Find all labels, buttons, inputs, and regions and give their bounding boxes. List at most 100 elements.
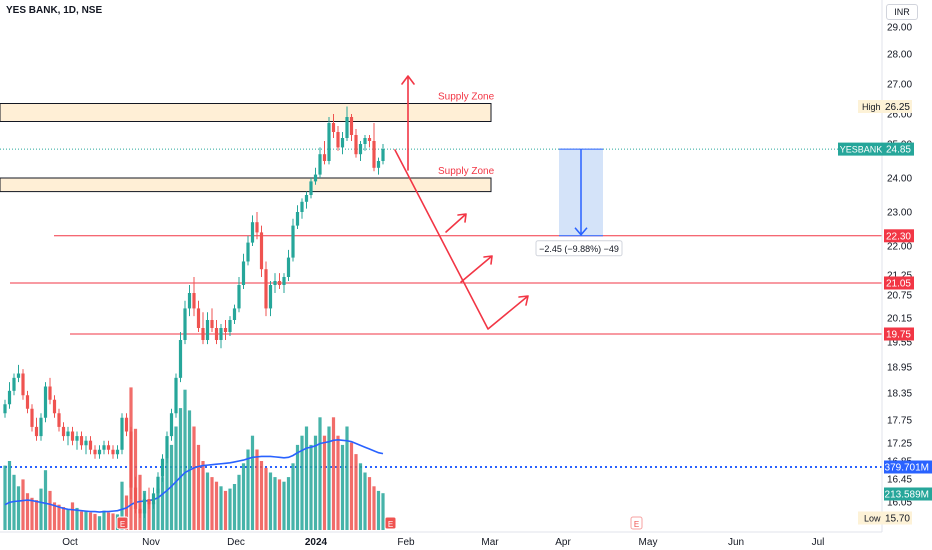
candle-body bbox=[93, 449, 97, 455]
volume-bar bbox=[138, 474, 142, 530]
symbol-tag-bg bbox=[838, 142, 884, 156]
volume-bar bbox=[57, 504, 61, 530]
volume-bar bbox=[70, 502, 75, 530]
candle bbox=[381, 144, 385, 165]
volume-bar bbox=[43, 470, 48, 530]
time-tick-label: 2024 bbox=[305, 537, 328, 548]
candle bbox=[178, 332, 183, 383]
volume-bar bbox=[250, 435, 255, 530]
volume-ma-tag-text: 379.701M bbox=[885, 463, 929, 474]
candle bbox=[61, 422, 66, 441]
earnings-marker: E bbox=[116, 516, 129, 530]
candle bbox=[93, 445, 97, 459]
candle-body bbox=[205, 320, 210, 340]
price-tick-label: 20.15 bbox=[887, 314, 912, 325]
volume-bar bbox=[156, 488, 160, 530]
level-price-tag-text: 22.30 bbox=[886, 231, 911, 242]
price-tick-label: 26.00 bbox=[887, 110, 912, 121]
candle-body bbox=[376, 161, 381, 168]
bounce-arrow-2 bbox=[460, 255, 493, 283]
candle bbox=[70, 426, 75, 446]
volume-bar bbox=[345, 426, 349, 530]
price-axis[interactable]: 29.0028.0027.0026.0025.0024.0023.0022.00… bbox=[881, 0, 912, 532]
candle-body bbox=[43, 386, 48, 418]
candle bbox=[97, 445, 102, 459]
volume-bar bbox=[111, 513, 115, 530]
earnings-marker-box bbox=[384, 516, 397, 530]
price-tick-label: 16.05 bbox=[887, 498, 912, 509]
candle-body bbox=[259, 232, 264, 270]
candle bbox=[372, 123, 376, 172]
candle bbox=[174, 373, 178, 418]
candle-body bbox=[102, 445, 106, 450]
price-tick-label: 21.25 bbox=[887, 271, 912, 282]
candle-body bbox=[48, 386, 52, 400]
volume-bar bbox=[34, 500, 39, 530]
candle bbox=[16, 364, 21, 383]
volume-bar bbox=[196, 444, 201, 530]
candle bbox=[210, 308, 214, 332]
candle bbox=[340, 132, 345, 155]
candle-body bbox=[210, 320, 214, 328]
candle-body bbox=[88, 440, 93, 450]
candle-body bbox=[66, 431, 70, 437]
candle bbox=[57, 408, 61, 432]
supply-zone-label: Supply Zone bbox=[438, 166, 495, 177]
volume-bar bbox=[241, 463, 246, 530]
symbol-tag-text: YESBANK bbox=[840, 145, 883, 155]
price-tick-label: 17.75 bbox=[887, 416, 912, 427]
candle bbox=[255, 212, 259, 240]
candle-body bbox=[282, 277, 286, 285]
candle bbox=[183, 300, 187, 345]
candle bbox=[223, 320, 228, 340]
volume-bar bbox=[192, 426, 196, 530]
drawings: −2.45 (−9.88%) −49 E E E bbox=[116, 75, 643, 530]
volume-bar bbox=[39, 488, 43, 530]
candle bbox=[169, 408, 174, 441]
candle-body bbox=[223, 328, 228, 332]
candle bbox=[304, 191, 309, 209]
volume-bar bbox=[237, 474, 241, 530]
candle-body bbox=[349, 117, 354, 135]
candle bbox=[214, 320, 219, 345]
time-tick-label: Feb bbox=[397, 537, 415, 548]
level-price-tag-bg bbox=[884, 327, 914, 341]
time-axis[interactable]: Oct Nov Dec 2024 Feb Mar Apr May Jun Jul bbox=[0, 531, 882, 548]
candle-body bbox=[237, 285, 241, 309]
candle bbox=[124, 413, 129, 437]
candle bbox=[237, 277, 241, 313]
volume-bar bbox=[349, 442, 354, 530]
candle-body bbox=[52, 399, 57, 414]
volume-bar bbox=[84, 510, 88, 530]
volume-bar bbox=[327, 426, 331, 530]
volume-bar bbox=[210, 477, 214, 530]
price-tick-label: 17.25 bbox=[887, 439, 912, 450]
candle-body bbox=[138, 508, 142, 514]
candle-body bbox=[232, 308, 237, 320]
volume-bar bbox=[313, 435, 318, 530]
volume-bar bbox=[205, 472, 210, 530]
high-label-value: 26.25 bbox=[885, 102, 910, 113]
volume-bar bbox=[106, 512, 111, 530]
candle bbox=[282, 273, 286, 293]
candle-body bbox=[16, 373, 21, 378]
candle-body bbox=[30, 408, 34, 427]
price-tick-label: 23.00 bbox=[887, 208, 912, 219]
measure-arrow bbox=[574, 149, 588, 236]
price-tick-label: 18.95 bbox=[887, 363, 912, 374]
volume-bar bbox=[358, 463, 363, 530]
candle bbox=[88, 436, 93, 455]
candle-body bbox=[21, 373, 25, 396]
candle bbox=[313, 167, 318, 185]
candle-body bbox=[304, 195, 309, 202]
earnings-marker-label: E bbox=[634, 520, 639, 529]
candle bbox=[115, 445, 120, 459]
candle bbox=[300, 198, 304, 219]
candle-body bbox=[196, 308, 201, 328]
candle-body bbox=[381, 149, 385, 161]
candle-body bbox=[336, 132, 340, 148]
candle bbox=[259, 225, 264, 277]
candle-body bbox=[291, 225, 295, 258]
currency-button[interactable]: INR bbox=[886, 4, 918, 20]
